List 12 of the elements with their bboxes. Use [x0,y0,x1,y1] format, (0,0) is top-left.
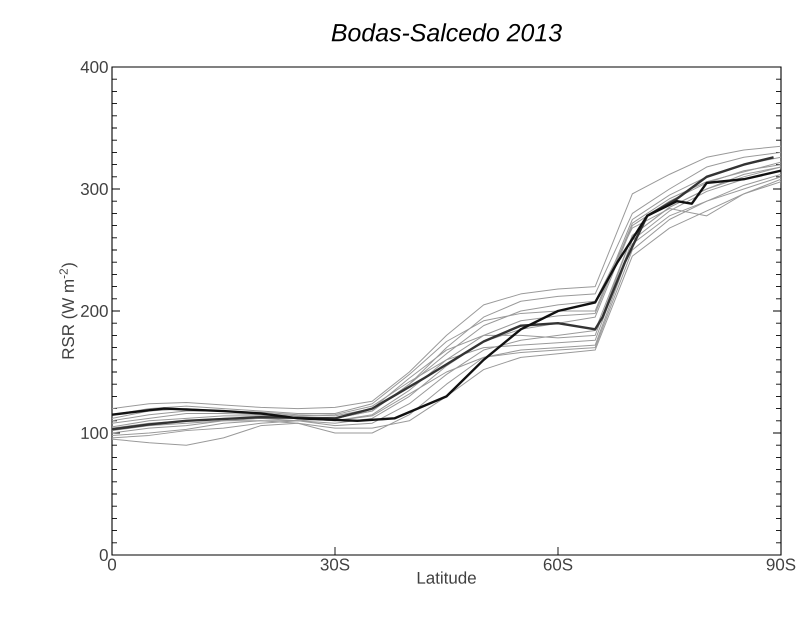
y-tick-label: 300 [80,183,108,195]
chart-title: Bodas-Salcedo 2013 [332,23,562,42]
x-tick-label: 0 [108,558,116,571]
y-axis-title: RSR (W m$^{-2}$) [59,263,78,358]
x-tick-label: 60S [544,558,572,571]
y-tick-label: 100 [82,427,108,440]
y-tick-label: 0 [100,549,108,562]
y-tick-label: 200 [81,305,108,317]
x-axis-title: Latitude [418,571,476,584]
x-tick-label: 30S [320,558,350,571]
y-tick-label: 400 [80,61,108,73]
x-tick-label: 90S [766,558,796,571]
